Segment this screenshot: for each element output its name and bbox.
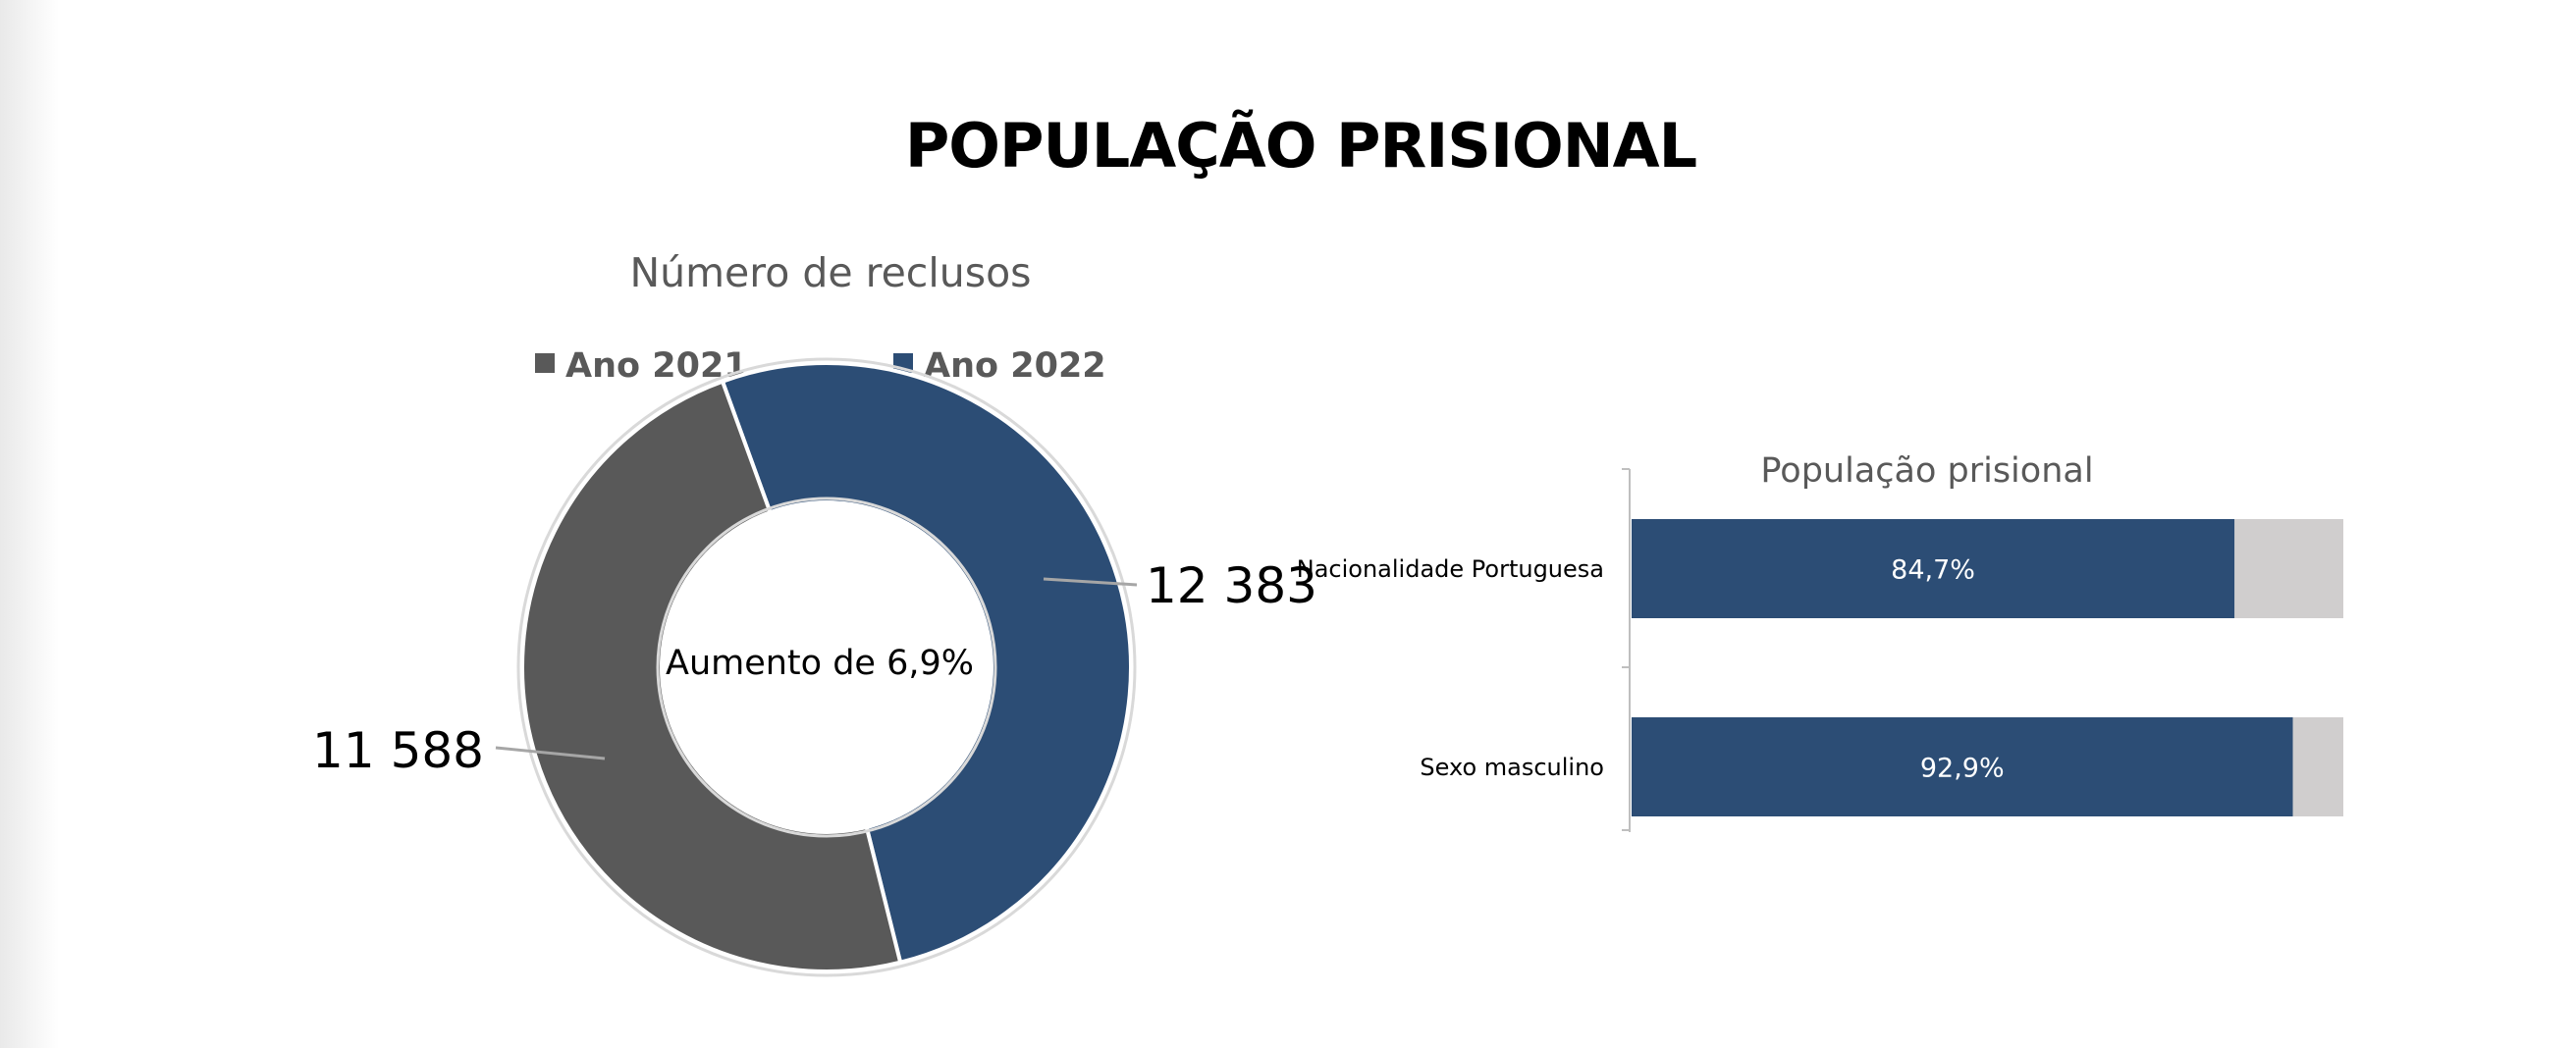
- donut-hole-ring: [656, 497, 997, 838]
- bar-nacionalidade-portuguesa: [1632, 519, 2235, 618]
- bar-category-nacionalidade-portuguesa: Nacionalidade Portuguesa: [1297, 555, 1604, 583]
- donut-legend: Ano 2021 Ano 2022: [535, 346, 1106, 386]
- left-edge-shade: [0, 0, 59, 1048]
- donut-center-label: Aumento de 6,9%: [666, 644, 974, 683]
- bar-value-label-sexo-masculino: 92,9%: [1920, 754, 2005, 784]
- legend-label-ano-2022: Ano 2022: [924, 346, 1106, 386]
- bar-chart: População prisional Nacionalidade Portug…: [1297, 451, 2343, 832]
- bar-category-sexo-masculino: Sexo masculino: [1420, 754, 1604, 781]
- bar-sexo-masculino: [1632, 717, 2293, 816]
- donut-slice-ano-2022: [720, 361, 1133, 966]
- value-label-ano-2022: 12 383: [1146, 557, 1317, 614]
- donut-chart-title: Número de reclusos: [629, 249, 1031, 296]
- bar-value-label-nacionalidade-portuguesa: 84,7%: [1891, 555, 1975, 586]
- leader-line-ano-2022: [1043, 577, 1138, 587]
- donut-outer-shadow: [516, 357, 1137, 977]
- legend-swatch-ano-2021: [535, 353, 555, 373]
- page-title: POPULAÇÃO PRISIONAL: [904, 110, 1697, 182]
- donut-slices: [520, 361, 1133, 973]
- bar-remainder-nacionalidade-portuguesa: [2234, 519, 2343, 618]
- donut-chart: Número de reclusos Ano 2021 Ano 2022 Aum…: [312, 249, 1317, 977]
- value-label-ano-2021: 11 588: [312, 722, 484, 779]
- leader-line-ano-2021: [495, 746, 606, 760]
- legend-label-ano-2021: Ano 2021: [565, 346, 748, 386]
- bar-chart-title: População prisional: [1760, 451, 2093, 491]
- donut-slice-ano-2021: [520, 379, 903, 973]
- bar-remainder-sexo-masculino: [2292, 717, 2343, 816]
